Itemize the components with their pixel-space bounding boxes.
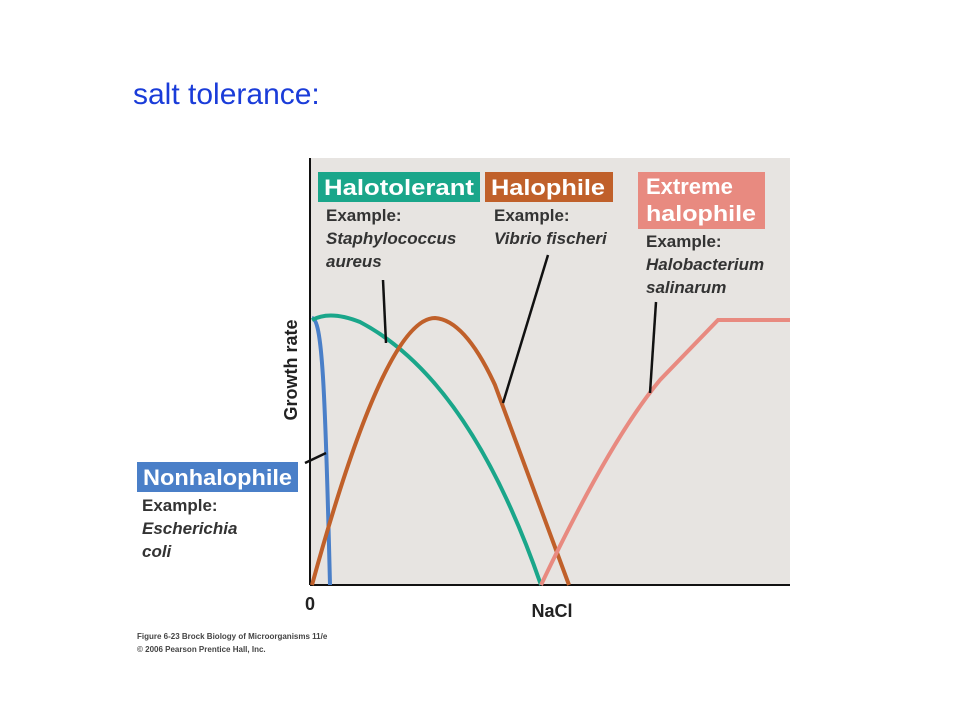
- leader-line: [501, 254, 550, 404]
- example-heading: Example:: [646, 232, 722, 251]
- halophile-curve: [310, 315, 571, 586]
- leader-line: [648, 301, 658, 394]
- extreme-halophile-curve: [539, 318, 790, 586]
- label-box: [485, 172, 613, 202]
- group-label: Halotolerant: [324, 175, 475, 200]
- caption: Figure 6-23 Brock Biology of Microorgani…: [137, 632, 328, 641]
- example-text: Escherichia: [142, 519, 237, 538]
- label-box: [638, 172, 765, 229]
- label-box: [318, 172, 480, 202]
- example-text: aureus: [326, 252, 382, 271]
- label-box: [137, 462, 298, 492]
- example-text: Halobacterium: [646, 255, 764, 274]
- nonhalophile-curve: [311, 316, 332, 586]
- group-label: halophile: [646, 201, 756, 226]
- y-axis-label: Growth rate: [281, 319, 301, 420]
- example-text: salinarum: [646, 278, 726, 297]
- example-text: Vibrio fischeri: [494, 229, 608, 248]
- example-heading: Example:: [494, 206, 570, 225]
- halotolerant-curve: [311, 313, 543, 586]
- example-heading: Example:: [142, 496, 218, 515]
- x-axis-label: NaCl: [531, 601, 572, 621]
- group-label: Extreme: [646, 174, 733, 199]
- leader-line: [381, 279, 388, 344]
- plot-area: [310, 158, 790, 585]
- leader-line: [304, 451, 327, 465]
- group-label: Halophile: [491, 175, 605, 200]
- example-heading: Example:: [326, 206, 402, 225]
- group-label: Nonhalophile: [143, 465, 292, 490]
- caption: © 2006 Pearson Prentice Hall, Inc.: [137, 645, 266, 654]
- example-text: Staphylococcus: [326, 229, 456, 248]
- example-text: coli: [142, 542, 173, 561]
- x-origin-label: 0: [305, 594, 315, 614]
- slide-title: salt tolerance:: [133, 78, 320, 111]
